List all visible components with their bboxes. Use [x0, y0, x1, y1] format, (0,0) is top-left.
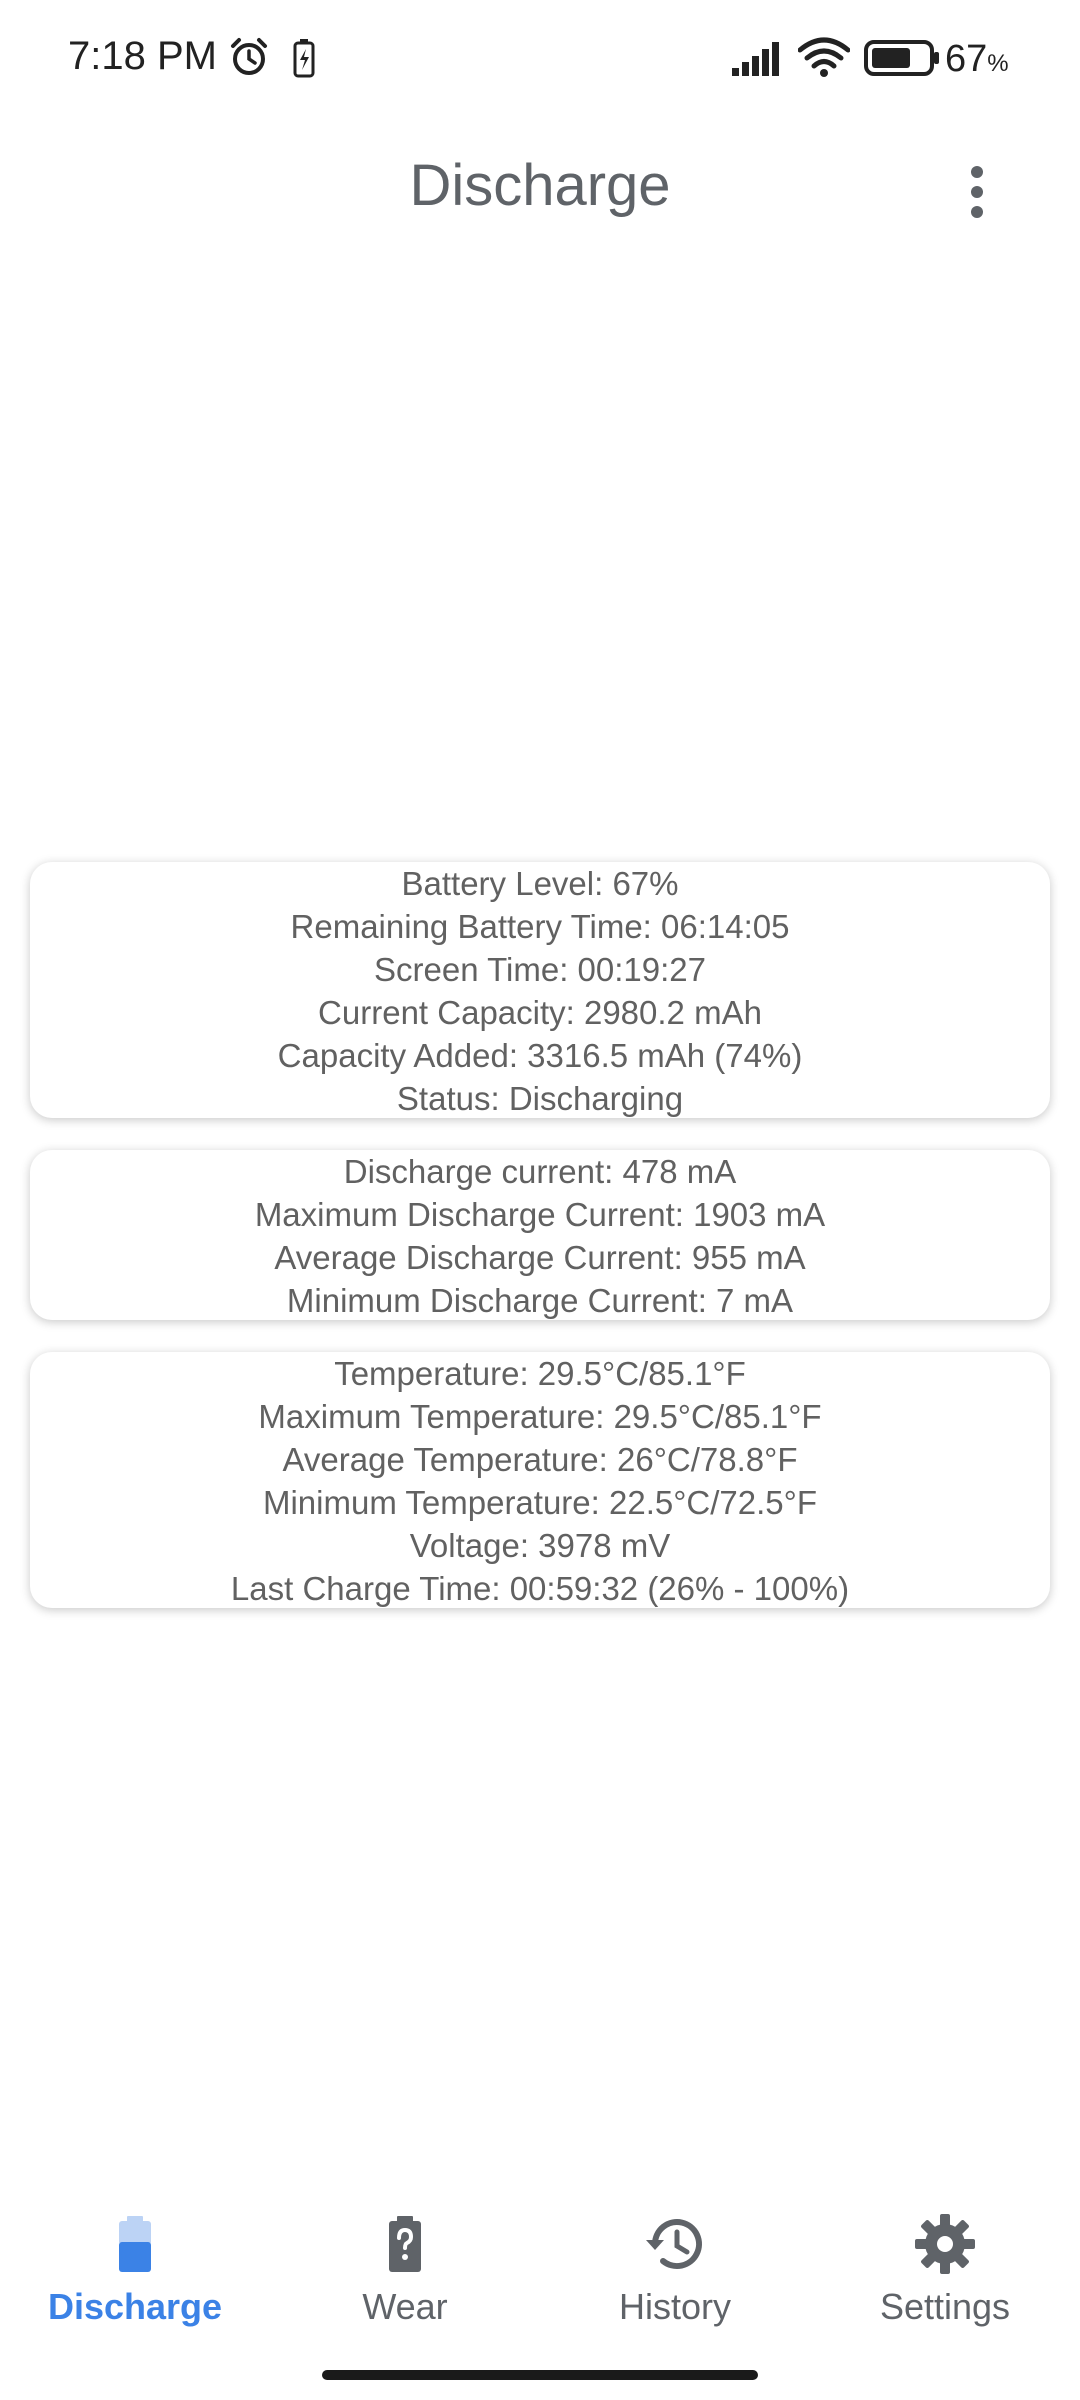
min-discharge-current-text: Minimum Discharge Current: 7 mA: [286, 1282, 794, 1319]
nav-label-discharge: Discharge: [47, 2286, 223, 2327]
alarm-icon: [231, 38, 267, 75]
screen-time-text: Screen Time: 00:19:27: [373, 951, 707, 988]
wifi-icon: [798, 37, 850, 77]
nav-item-settings[interactable]: Settings: [810, 2190, 1080, 2340]
avg-temperature-text: Average Temperature: 26°C/78.8°F: [282, 1441, 798, 1478]
battery-unknown-icon: [389, 2216, 421, 2272]
battery-percent: 67%: [945, 38, 1009, 81]
last-charge-time-text: Last Charge Time: 00:59:32 (26% - 100%): [230, 1570, 850, 1607]
avg-discharge-current-text: Average Discharge Current: 955 mA: [274, 1239, 806, 1276]
nav-label-history: History: [618, 2286, 731, 2327]
page-title: Discharge: [409, 153, 671, 218]
nav-item-discharge[interactable]: Discharge: [0, 2190, 270, 2340]
battery-percent-value: 67: [945, 38, 988, 80]
discharge-current-card: Discharge current: 478 mA Maximum Discha…: [30, 1150, 1050, 1320]
remaining-time-text: Remaining Battery Time: 06:14:05: [290, 908, 790, 945]
temperature-card: Temperature: 29.5°C/85.1°F Maximum Tempe…: [30, 1352, 1050, 1608]
nav-item-history[interactable]: History: [540, 2190, 810, 2340]
overflow-menu-icon[interactable]: [955, 160, 999, 224]
capacity-added-text: Capacity Added: 3316.5 mAh (74%): [277, 1037, 803, 1074]
battery-info-card: Battery Level: 67% Remaining Battery Tim…: [30, 862, 1050, 1118]
current-capacity-text: Current Capacity: 2980.2 mAh: [318, 994, 762, 1031]
bottom-navigation: Discharge Wear History: [0, 2190, 1080, 2340]
home-indicator[interactable]: [322, 2370, 758, 2380]
max-temperature-text: Maximum Temperature: 29.5°C/85.1°F: [258, 1398, 822, 1435]
battery-saver-icon: [293, 39, 315, 78]
nav-label-settings: Settings: [879, 2286, 1011, 2327]
nav-label-wear: Wear: [362, 2286, 448, 2327]
battery-icon: [119, 2216, 151, 2272]
status-bar: 7:18 PM 67%: [0, 0, 1080, 120]
status-time: 7:18 PM: [68, 34, 217, 78]
status-text: Status: Discharging: [396, 1080, 684, 1117]
gear-icon: [915, 2214, 975, 2274]
min-temperature-text: Minimum Temperature: 22.5°C/72.5°F: [262, 1484, 817, 1521]
signal-icon: [732, 42, 779, 76]
history-icon: [646, 2219, 702, 2270]
voltage-text: Voltage: 3978 mV: [409, 1527, 671, 1564]
discharge-current-text: Discharge current: 478 mA: [343, 1153, 737, 1190]
nav-item-wear[interactable]: Wear: [270, 2190, 540, 2340]
battery-percent-suffix: %: [987, 50, 1009, 77]
temperature-text: Temperature: 29.5°C/85.1°F: [334, 1355, 746, 1392]
battery-level-text: Battery Level: 67%: [401, 865, 679, 902]
battery-icon: [864, 40, 939, 76]
max-discharge-current-text: Maximum Discharge Current: 1903 mA: [254, 1196, 826, 1233]
